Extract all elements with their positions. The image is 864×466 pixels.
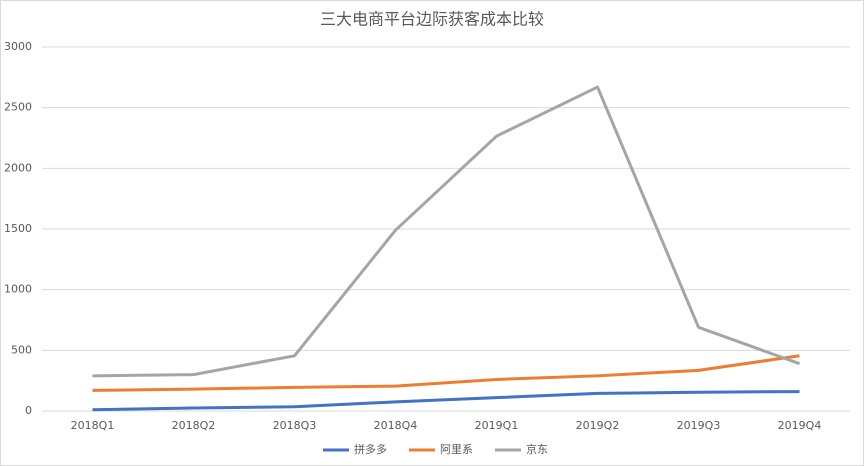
y-tick-label: 3000 — [4, 40, 32, 53]
series-line — [92, 354, 800, 392]
legend-label: 拼多多 — [354, 442, 387, 456]
legend-label: 阿里系 — [440, 443, 473, 456]
y-tick-label: 1000 — [4, 283, 32, 296]
chart-title: 三大电商平台边际获客成本比较 — [320, 10, 544, 29]
y-tick-label: 0 — [25, 404, 32, 417]
x-tick-label: 2019Q4 — [778, 419, 822, 432]
y-tick-label: 2500 — [4, 101, 32, 114]
x-tick-label: 2019Q1 — [475, 419, 519, 432]
y-tick-label: 1500 — [4, 222, 32, 235]
x-tick-label: 2019Q2 — [576, 419, 620, 432]
series-line — [92, 85, 801, 378]
series-line — [92, 390, 800, 412]
y-tick-label: 2000 — [4, 161, 32, 174]
x-tick-label: 2018Q3 — [273, 419, 317, 432]
legend-label: 京东 — [526, 442, 548, 456]
x-tick-label: 2018Q2 — [172, 419, 216, 432]
x-tick-label: 2019Q3 — [677, 419, 721, 432]
y-tick-label: 500 — [11, 343, 32, 356]
x-tick-label: 2018Q4 — [374, 419, 418, 432]
x-tick-label: 2018Q1 — [71, 419, 115, 432]
